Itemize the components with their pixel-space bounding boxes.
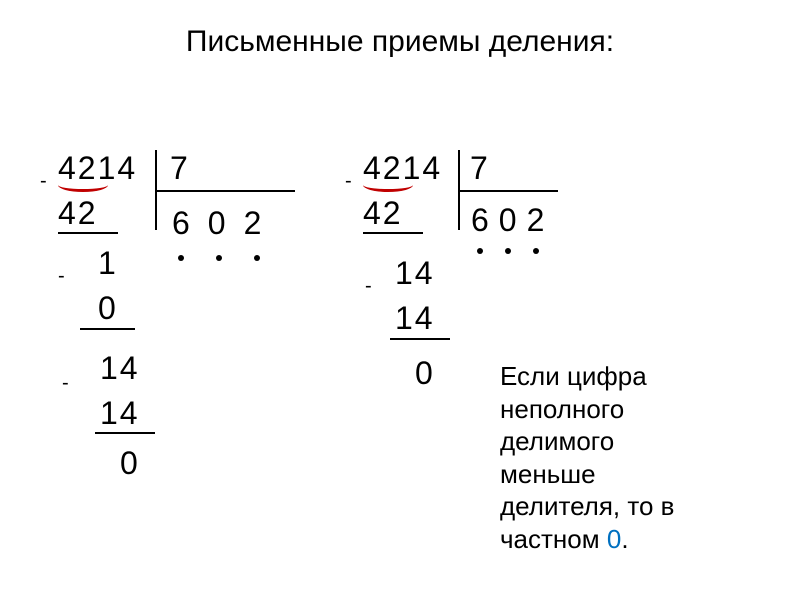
quotient: 602 (471, 202, 554, 239)
q-digit-3: 2 (527, 202, 555, 238)
q-digit-2: 0 (499, 202, 527, 238)
step-line (95, 432, 155, 434)
step-line (390, 338, 450, 340)
step-sub: 42 (363, 195, 403, 232)
note-line: делимого (500, 425, 760, 458)
divisor: 7 (170, 150, 190, 187)
step-bringdown: 1 (98, 245, 118, 282)
minus-sign: - (58, 265, 65, 288)
explanation-note: Если цифра неполного делимого меньше дел… (500, 360, 760, 555)
step-bringdown: 14 (100, 350, 140, 387)
q-digit-1: 6 (172, 205, 208, 241)
arc-marker (58, 178, 108, 192)
step-sub: 14 (395, 300, 435, 337)
step-sub: 14 (100, 395, 140, 432)
div-hline (155, 190, 295, 192)
note-line: меньше (500, 458, 760, 491)
step-bringdown: 14 (395, 255, 435, 292)
quotient-dot (216, 255, 222, 261)
step-sub: 42 (58, 195, 98, 232)
minus-sign: - (40, 170, 47, 193)
arc-marker (363, 178, 413, 192)
page-title: Письменные приемы деления: (0, 25, 800, 59)
note-line: частном 0. (500, 523, 760, 556)
div-hline (458, 190, 558, 192)
step-line (363, 232, 423, 234)
step-line (58, 232, 118, 234)
remainder: 0 (415, 355, 435, 392)
quotient-dot (477, 248, 483, 254)
step-line (80, 328, 135, 330)
highlighted-zero: 0 (607, 524, 621, 554)
quotient: 602 (172, 205, 279, 242)
quotient-dot (254, 255, 260, 261)
note-line: неполного (500, 393, 760, 426)
q-digit-2: 0 (208, 205, 244, 241)
minus-sign: - (365, 275, 372, 298)
step-sub: 0 (98, 290, 118, 327)
quotient-dot (505, 248, 511, 254)
minus-sign: - (345, 170, 352, 193)
left-long-division: 4214 7 602 - 42 1 - 0 14 - 14 0 (40, 140, 300, 480)
q-digit-3: 2 (244, 205, 280, 241)
note-line: делителя, то в (500, 490, 760, 523)
note-line: Если цифра (500, 360, 760, 393)
minus-sign: - (62, 372, 69, 395)
quotient-dot (178, 255, 184, 261)
q-digit-1: 6 (471, 202, 499, 238)
quotient-dot (533, 248, 539, 254)
remainder: 0 (120, 445, 140, 482)
divisor: 7 (470, 150, 490, 187)
